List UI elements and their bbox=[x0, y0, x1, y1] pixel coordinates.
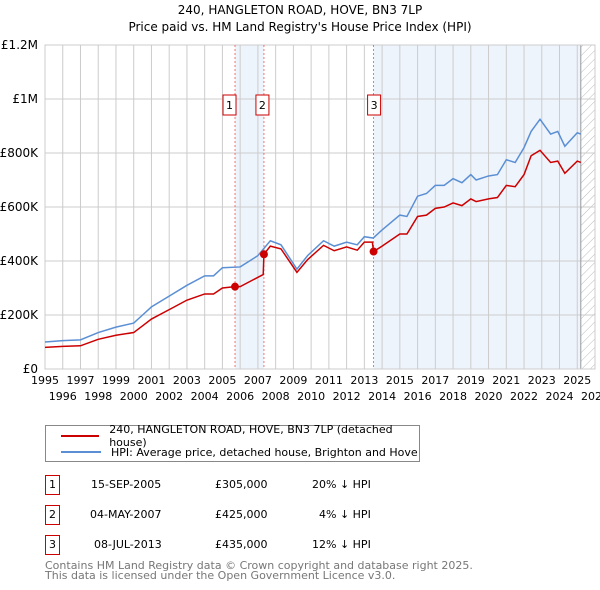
sale-label-box bbox=[367, 94, 382, 116]
sale-diff: 4% ↓ HPI bbox=[319, 508, 371, 521]
x-tick-label: 2018 bbox=[439, 390, 467, 403]
x-tick-label: 2015 bbox=[386, 374, 414, 387]
sale-label: 3 bbox=[371, 99, 378, 112]
legend-label: 240, HANGLETON ROAD, HOVE, BN3 7LP (deta… bbox=[109, 423, 393, 449]
legend: 240, HANGLETON ROAD, HOVE, BN3 7LP (deta… bbox=[45, 423, 420, 462]
y-tick-label: £600K bbox=[0, 200, 39, 214]
plot-border bbox=[44, 44, 596, 370]
y-tick-label: £0 bbox=[23, 362, 38, 376]
x-tick-label: 2005 bbox=[208, 374, 236, 387]
price-line bbox=[44, 149, 582, 349]
footer-licence: This data is licensed under the Open Gov… bbox=[45, 569, 396, 582]
x-tick-label: 1997 bbox=[66, 374, 94, 387]
x-tick-label: 1996 bbox=[49, 390, 77, 403]
y-tick-label: £400K bbox=[0, 254, 39, 268]
sale-diff: 20% ↓ HPI bbox=[312, 478, 371, 491]
x-tick-label: 1998 bbox=[84, 390, 112, 403]
sale-price: £305,000 bbox=[215, 478, 268, 491]
x-tick-label: 2024 bbox=[546, 390, 574, 403]
y-tick-label: £800K bbox=[0, 146, 39, 160]
sale-price: £435,000 bbox=[215, 538, 268, 551]
x-tick-label: 2002 bbox=[155, 390, 183, 403]
x-tick-label: 2021 bbox=[492, 374, 520, 387]
chart-subtitle: Price paid vs. HM Land Registry's House … bbox=[128, 20, 472, 34]
x-tick-label: 2019 bbox=[457, 374, 485, 387]
sale-date: 15-SEP-2005 bbox=[91, 478, 162, 491]
plot-area: 1995 1996 1997 1998 1999 2000 2001 2002 2003 2004… bbox=[0, 38, 600, 403]
y-tick-label: £200K bbox=[0, 308, 39, 322]
sale-date: 08-JUL-2013 bbox=[94, 538, 162, 551]
sale-date: 04-MAY-2007 bbox=[90, 508, 162, 521]
table-row: 2 04-MAY-2007 £425,000 4% ↓ HPI bbox=[45, 505, 465, 525]
sale-badge: 2 bbox=[45, 505, 60, 525]
sale-diff: 12% ↓ HPI bbox=[312, 538, 371, 551]
table-row: 1 15-SEP-2005 £305,000 20% ↓ HPI bbox=[45, 475, 465, 495]
x-tick-label: 2011 bbox=[315, 374, 343, 387]
legend-item-price: 240, HANGLETON ROAD, HOVE, BN3 7LP (deta… bbox=[61, 423, 419, 449]
x-tick-label: 2006 bbox=[226, 390, 254, 403]
legend-label: HPI: Average price, detached house, Brig… bbox=[111, 445, 418, 459]
x-tick-label: 2026 bbox=[581, 390, 600, 403]
x-tick-label: 2020 bbox=[475, 390, 503, 403]
x-tick-label: 2023 bbox=[528, 374, 556, 387]
sale-point bbox=[259, 250, 268, 259]
x-tick-label: 2004 bbox=[191, 390, 219, 403]
chart-title: 240, HANGLETON ROAD, HOVE, BN3 7LP bbox=[177, 3, 423, 17]
x-tick-label: 2016 bbox=[404, 390, 432, 403]
sale-point bbox=[369, 247, 378, 256]
x-tick-label: 2007 bbox=[244, 374, 272, 387]
x-tick-label: 2014 bbox=[368, 390, 396, 403]
sale-price: £425,000 bbox=[215, 508, 268, 521]
y-tick-label: £1M bbox=[12, 92, 38, 106]
x-tick-label: 2008 bbox=[262, 390, 290, 403]
x-tick-label: 2009 bbox=[279, 374, 307, 387]
x-tick-label: 2000 bbox=[120, 390, 148, 403]
sale-label-box bbox=[255, 94, 270, 116]
x-tick-label: 2017 bbox=[421, 374, 449, 387]
x-tick-label: 2012 bbox=[333, 390, 361, 403]
x-tick-label: 1999 bbox=[102, 374, 130, 387]
x-tick-label: 2013 bbox=[350, 374, 378, 387]
legend-item-hpi: HPI: Average price, detached house, Brig… bbox=[61, 444, 418, 460]
sale-point bbox=[231, 282, 240, 291]
table-row: 3 08-JUL-2013 £435,000 12% ↓ HPI bbox=[45, 535, 465, 555]
x-tick-label: 2010 bbox=[297, 390, 325, 403]
x-tick-label: 1995 bbox=[31, 374, 59, 387]
hpi-line bbox=[44, 117, 582, 343]
x-tick-label: 2025 bbox=[563, 374, 591, 387]
x-tick-label: 2003 bbox=[173, 374, 201, 387]
sale-badge: 3 bbox=[45, 535, 60, 555]
sale-badge: 1 bbox=[45, 475, 60, 495]
x-tick-label: 2001 bbox=[137, 374, 165, 387]
sale-label-box bbox=[222, 94, 237, 116]
sale-label: 2 bbox=[259, 99, 266, 112]
y-tick-label: £1.2M bbox=[1, 38, 38, 52]
x-tick-label: 2022 bbox=[510, 390, 538, 403]
sale-label: 1 bbox=[226, 99, 233, 112]
footer-copyright: Contains HM Land Registry data © Crown c… bbox=[45, 559, 473, 572]
